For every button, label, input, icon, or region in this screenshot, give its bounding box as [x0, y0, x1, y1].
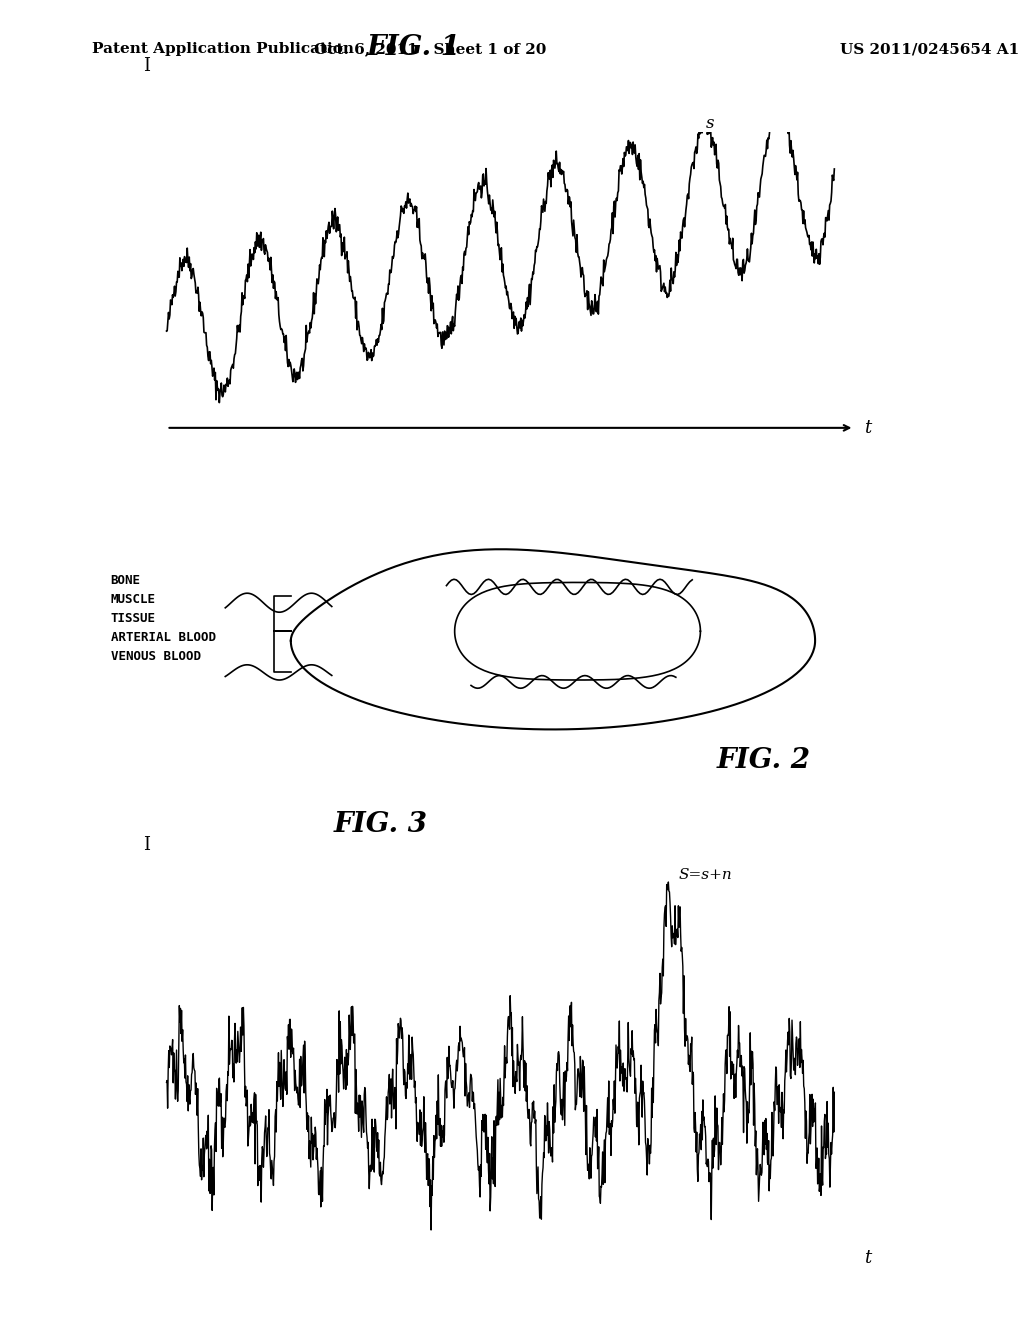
Text: t: t	[864, 1249, 871, 1267]
Text: FIG. 3: FIG. 3	[334, 812, 427, 838]
Text: t: t	[864, 418, 871, 437]
Text: S=s+n: S=s+n	[678, 869, 732, 882]
Text: BONE
MUSCLE
TISSUE
ARTERIAL BLOOD
VENOUS BLOOD: BONE MUSCLE TISSUE ARTERIAL BLOOD VENOUS…	[111, 574, 216, 663]
Text: Patent Application Publication: Patent Application Publication	[92, 42, 354, 57]
Text: FIG. 2: FIG. 2	[717, 747, 811, 774]
Text: FIG. 1: FIG. 1	[367, 34, 461, 61]
Text: I: I	[143, 836, 150, 854]
Text: s: s	[706, 115, 715, 132]
Text: I: I	[143, 57, 150, 75]
Text: Oct. 6, 2011   Sheet 1 of 20: Oct. 6, 2011 Sheet 1 of 20	[314, 42, 546, 57]
Text: US 2011/0245654 A1: US 2011/0245654 A1	[840, 42, 1019, 57]
